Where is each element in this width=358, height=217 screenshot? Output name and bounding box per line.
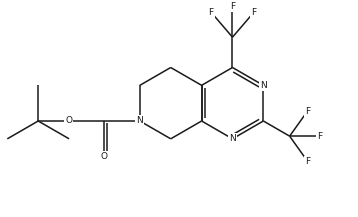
Text: O: O [65, 117, 72, 125]
Text: N: N [260, 81, 267, 90]
Text: F: F [251, 8, 256, 17]
Text: F: F [230, 2, 235, 11]
Text: F: F [305, 107, 310, 116]
Text: O: O [101, 152, 108, 161]
Text: F: F [318, 132, 323, 141]
Text: F: F [208, 8, 214, 17]
Text: N: N [229, 134, 236, 143]
Text: F: F [305, 157, 310, 166]
Text: N: N [136, 117, 143, 125]
